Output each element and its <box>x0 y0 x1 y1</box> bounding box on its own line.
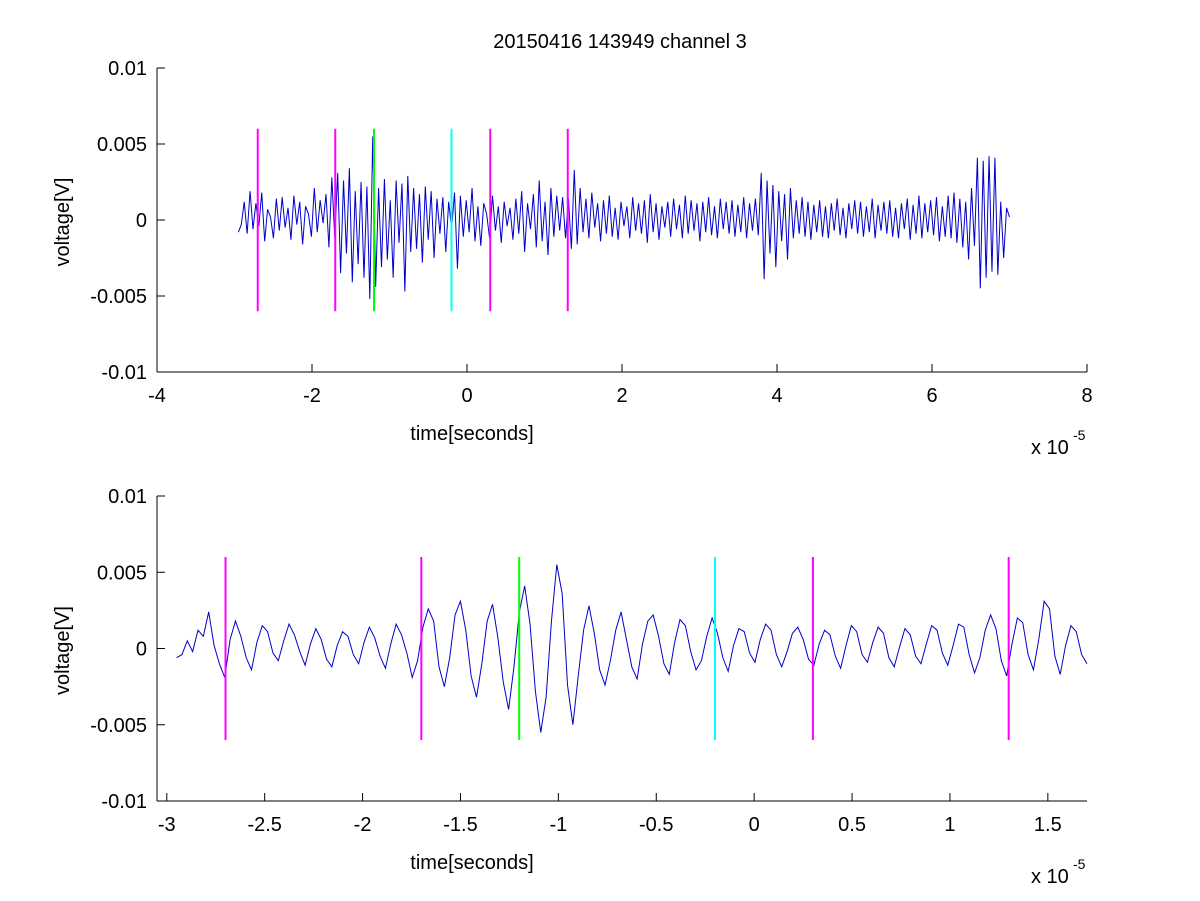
x-tick-label: -2.5 <box>247 814 281 836</box>
x-exponent-power: -5 <box>1073 427 1086 443</box>
x-axis-label: time[seconds] <box>410 852 533 874</box>
x-tick-label: -1.5 <box>443 814 477 836</box>
x-tick-label: 0 <box>461 385 472 407</box>
x-tick-label: -1 <box>549 814 567 836</box>
x-tick-label: 1 <box>944 814 955 836</box>
x-tick-label: -3 <box>158 814 176 836</box>
y-tick-label: -0.005 <box>90 286 147 308</box>
chart-title: 20150416 143949 channel 3 <box>493 31 747 53</box>
x-tick-label: -4 <box>148 385 166 407</box>
y-tick-label: -0.01 <box>101 791 147 813</box>
x-tick-label: 4 <box>771 385 782 407</box>
x-tick-label: 0 <box>749 814 760 836</box>
x-tick-label: -0.5 <box>639 814 673 836</box>
x-axis-label: time[seconds] <box>410 423 533 445</box>
bottom-plot: -0.01 -0.005 0 0.005 0.01 -3 -2.5 -2 -1.5 -1 -0.5 0… <box>52 486 1088 888</box>
x-tick-label: -2 <box>303 385 321 407</box>
x-tick-label: 0.5 <box>838 814 866 836</box>
x-tick-label: 2 <box>616 385 627 407</box>
signal-series-line <box>176 564 1088 733</box>
y-tick-label: 0.01 <box>108 486 147 508</box>
y-axis-label: voltage[V] <box>52 606 74 695</box>
y-axis-label: voltage[V] <box>52 178 74 267</box>
x-tick-label: 6 <box>926 385 937 407</box>
x-tick-label: -2 <box>354 814 372 836</box>
y-tick-label: -0.01 <box>101 362 147 384</box>
x-tick-label: 8 <box>1081 385 1092 407</box>
x-exponent-power: -5 <box>1073 856 1086 872</box>
y-tick-label: 0 <box>136 210 147 232</box>
top-plot: -0.01 -0.005 0 0.005 0.01 -4 -2 0 2 4 6 8 time[secon… <box>52 58 1093 459</box>
y-tick-label: 0 <box>136 639 147 661</box>
x-tick-label: 1.5 <box>1034 814 1062 836</box>
signal-series-line <box>237 136 1010 300</box>
x-exponent-label: x 10 <box>1031 437 1069 459</box>
y-tick-label: -0.005 <box>90 715 147 737</box>
y-tick-label: 0.01 <box>108 58 147 80</box>
x-exponent-label: x 10 <box>1031 866 1069 888</box>
y-tick-label: 0.005 <box>97 562 147 584</box>
y-tick-label: 0.005 <box>97 134 147 156</box>
